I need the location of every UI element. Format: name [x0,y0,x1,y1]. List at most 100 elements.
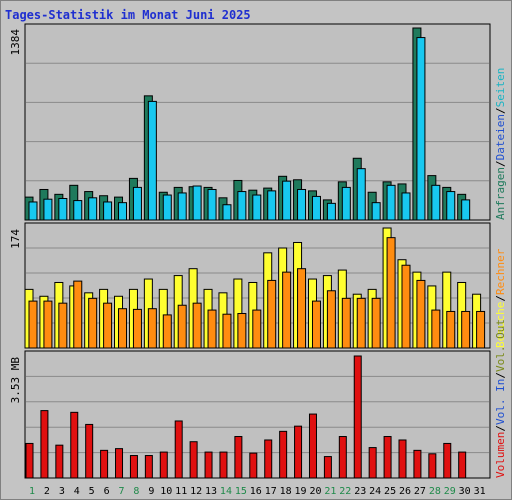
bar-rechner-day-20 [311,300,321,349]
bar-rechner-day-11 [177,304,187,349]
bar-dateien-day-15 [237,191,247,221]
legend-entry-anfragen: Anfragen [494,167,507,220]
bar-volumen-day-30 [458,451,467,479]
x-tick-label-day-24: 24 [369,486,381,497]
bar-dateien-day-26 [401,192,411,221]
bar-dateien-day-14 [222,204,232,221]
bar-dateien-day-5 [88,197,98,221]
bar-rechner-day-9 [147,308,157,349]
x-tick-label-day-18: 18 [280,486,292,497]
bar-dateien-day-30 [461,199,471,221]
bar-volumen-day-29 [443,442,452,479]
bar-volumen-day-22 [338,436,347,479]
bar-volumen-day-26 [398,439,407,479]
legend-separator: / [494,107,507,114]
bar-dateien-day-1 [28,201,38,221]
bar-rechner-day-26 [401,264,411,349]
x-tick-label-day-19: 19 [295,486,307,497]
bar-dateien-day-28 [431,184,441,221]
bar-volumen-day-21 [323,456,332,479]
bar-rechner-day-3 [58,302,68,349]
bar-dateien-day-23 [356,168,366,221]
bar-volumen-day-27 [413,449,422,479]
x-tick-label-day-17: 17 [265,486,277,497]
bar-volumen-day-19 [294,425,303,479]
bar-rechner-day-4 [73,280,83,349]
x-tick-label-day-16: 16 [250,486,262,497]
x-tick-label-day-11: 11 [175,486,187,497]
legend-entry-vol-in: Vol. In [494,379,507,425]
x-tick-label-day-14: 14 [220,486,232,497]
bar-volumen-day-2 [40,410,49,479]
bar-dateien-day-22 [341,186,351,221]
legend-separator: / [494,372,507,379]
bar-rechner-day-28 [431,309,441,349]
page-title: Tages-Statistik im Monat Juni 2025 [5,8,251,22]
bar-rechner-day-27 [416,279,426,349]
bar-volumen-day-16 [249,452,258,479]
bar-volumen-day-20 [308,413,317,479]
bar-rechner-day-10 [162,314,172,349]
legend-entry-dateien: Dateien [494,114,507,160]
bar-dateien-day-11 [177,192,187,221]
x-tick-label-day-9: 9 [148,486,154,497]
bar-volumen-day-1 [25,442,34,479]
bar-volumen-day-10 [159,451,168,479]
y-max-label-visits: 174 [9,229,22,249]
bar-dateien-day-21 [326,202,336,221]
legend-entry-volumen: Volumen [494,432,507,478]
bar-dateien-day-24 [371,202,381,221]
bar-rechner-day-2 [43,300,53,349]
bar-volumen-day-4 [70,411,79,479]
bar-volumen-day-7 [115,448,124,479]
x-tick-label-day-21: 21 [324,486,336,497]
bar-volumen-day-8 [129,455,138,479]
bar-dateien-day-9 [147,100,157,221]
x-tick-label-day-2: 2 [44,486,50,497]
bar-volumen-day-11 [174,420,183,479]
bar-volumen-day-17 [264,439,273,479]
x-tick-label-day-1: 1 [29,486,35,497]
x-tick-label-day-25: 25 [384,486,396,497]
x-tick-label-day-27: 27 [414,486,426,497]
bar-rechner-day-30 [461,310,471,349]
legend-hits: Anfragen/Dateien/Seiten [494,68,507,220]
bar-rechner-day-25 [386,237,396,349]
legend-entry-rechner: Rechner [494,248,507,295]
bar-rechner-day-12 [192,302,202,349]
x-tick-label-day-28: 28 [429,486,441,497]
bar-volumen-day-13 [204,451,213,479]
legend-entry-besuche: Besuche [494,302,507,348]
bar-rechner-day-15 [237,313,247,349]
bar-dateien-day-19 [297,188,307,221]
legend-visits: Besuche/Rechner [494,248,507,348]
bar-dateien-day-12 [192,185,202,221]
bar-volumen-day-23 [353,355,362,479]
bar-volumen-day-25 [383,436,392,479]
bar-volumen-day-6 [100,449,109,479]
bar-volumen-day-5 [85,423,94,479]
bar-volumen-day-18 [279,430,288,479]
bar-rechner-day-16 [252,309,262,349]
bar-volumen-day-9 [144,455,153,479]
bar-dateien-day-7 [118,202,128,221]
bar-dateien-day-20 [311,195,321,221]
bar-rechner-day-8 [132,308,142,349]
x-tick-label-day-13: 13 [205,486,217,497]
legend-separator: / [494,160,507,167]
bar-dateien-day-17 [267,190,277,221]
bar-dateien-day-16 [252,194,262,221]
x-tick-label-day-6: 6 [104,486,110,497]
x-tick-label-day-23: 23 [354,486,366,497]
bar-dateien-day-4 [73,200,83,221]
bar-volumen-day-15 [234,436,243,479]
bar-rechner-day-19 [297,268,307,349]
bar-dateien-day-27 [416,37,426,221]
bar-rechner-day-31 [476,310,486,349]
x-tick-label-day-12: 12 [190,486,202,497]
bar-volumen-day-3 [55,444,64,479]
x-tick-label-day-15: 15 [235,486,247,497]
bar-dateien-day-10 [162,194,172,221]
